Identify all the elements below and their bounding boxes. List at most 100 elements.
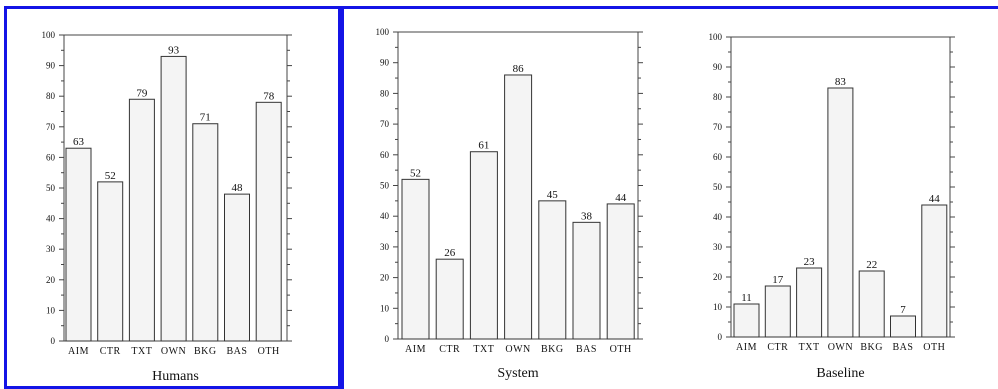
data-label-own: 93 (168, 44, 180, 56)
bar-bas (224, 193, 250, 342)
bar-ctr (764, 285, 791, 338)
bar-aim (65, 147, 92, 342)
data-label-bas: 38 (581, 210, 593, 222)
data-label-bkg: 22 (866, 259, 877, 271)
y-tick-label: 70 (46, 122, 56, 132)
y-tick-label: 80 (713, 92, 723, 102)
data-label-own: 83 (835, 76, 847, 88)
bar-bas (572, 221, 601, 340)
x-tick-label-bkg: BKG (194, 346, 217, 357)
data-label-ctr: 52 (105, 170, 116, 182)
x-tick-label-oth: OTH (923, 342, 945, 353)
y-tick-label: 60 (46, 152, 56, 162)
data-label-oth: 44 (929, 193, 941, 205)
bar-ctr (97, 181, 124, 342)
x-tick-label-bas: BAS (893, 342, 914, 353)
data-label-bkg: 71 (200, 112, 211, 124)
y-tick-label: 70 (380, 119, 390, 129)
y-tick-label: 50 (46, 183, 56, 193)
bar-own (160, 55, 187, 342)
x-tick-label-bas: BAS (227, 346, 248, 357)
y-tick-label: 0 (51, 336, 56, 346)
bar-aim (401, 178, 430, 340)
data-label-bkg: 45 (547, 189, 559, 201)
x-tick-label-ctr: CTR (100, 346, 121, 357)
chart-title: Humans (152, 369, 199, 384)
y-tick-label: 100 (42, 30, 56, 40)
x-tick-label-bas: BAS (576, 344, 597, 355)
y-tick-label: 40 (46, 214, 56, 224)
data-label-aim: 52 (410, 167, 421, 179)
y-tick-label: 40 (713, 212, 723, 222)
y-tick-label: 0 (385, 334, 390, 344)
x-tick-label-bkg: BKG (541, 344, 564, 355)
bar-own (504, 74, 533, 340)
chart-title: System (497, 366, 538, 381)
x-tick-label-txt: TXT (473, 344, 494, 355)
data-label-txt: 23 (804, 256, 816, 268)
data-label-txt: 61 (478, 140, 489, 152)
chart-title: Baseline (816, 366, 864, 381)
y-tick-label: 30 (46, 244, 56, 254)
bar-oth (606, 203, 635, 340)
x-tick-label-oth: OTH (258, 346, 280, 357)
x-tick-label-aim: AIM (405, 344, 426, 355)
bar-bkg (858, 270, 885, 338)
y-tick-label: 100 (376, 27, 390, 37)
x-tick-label-own: OWN (828, 342, 853, 353)
bar-oth (921, 204, 948, 338)
bar-own (827, 87, 854, 338)
y-tick-label: 50 (380, 181, 390, 191)
x-tick-label-own: OWN (505, 344, 530, 355)
bar-bkg (192, 123, 219, 342)
data-label-txt: 79 (136, 87, 148, 99)
data-label-aim: 63 (73, 136, 85, 148)
x-tick-label-ctr: CTR (767, 342, 788, 353)
data-label-bas: 48 (232, 182, 244, 194)
y-tick-label: 0 (718, 332, 723, 342)
y-tick-label: 60 (713, 152, 723, 162)
y-tick-label: 30 (713, 242, 723, 252)
data-label-ctr: 26 (444, 247, 456, 259)
y-tick-label: 10 (380, 303, 390, 313)
data-label-bas: 7 (900, 304, 906, 316)
x-tick-label-bkg: BKG (860, 342, 883, 353)
system-baseline-panel-frame (341, 6, 998, 389)
y-tick-label: 10 (713, 302, 723, 312)
x-tick-label-own: OWN (161, 346, 186, 357)
x-tick-label-txt: TXT (131, 346, 152, 357)
y-tick-label: 30 (380, 242, 390, 252)
data-label-oth: 44 (615, 192, 627, 204)
y-tick-label: 60 (380, 150, 390, 160)
bar-bkg (538, 200, 567, 340)
y-tick-label: 70 (713, 122, 723, 132)
y-tick-label: 80 (46, 91, 56, 101)
y-tick-label: 80 (380, 88, 390, 98)
bar-txt (469, 151, 498, 340)
y-tick-label: 90 (380, 58, 390, 68)
bar-aim (733, 303, 760, 338)
y-tick-label: 20 (46, 275, 56, 285)
data-label-own: 86 (513, 63, 525, 75)
x-tick-label-ctr: CTR (439, 344, 460, 355)
bar-oth (255, 101, 282, 342)
bar-txt (128, 98, 155, 342)
humans-panel-frame (4, 6, 341, 389)
x-tick-label-oth: OTH (610, 344, 632, 355)
y-tick-label: 90 (713, 62, 723, 72)
x-tick-label-txt: TXT (799, 342, 820, 353)
data-label-oth: 78 (263, 90, 275, 102)
y-tick-label: 40 (380, 211, 390, 221)
x-tick-label-aim: AIM (736, 342, 757, 353)
y-tick-label: 10 (46, 305, 56, 315)
y-tick-label: 20 (380, 273, 390, 283)
y-tick-label: 100 (709, 32, 723, 42)
y-tick-label: 90 (46, 61, 56, 71)
y-tick-label: 50 (713, 182, 723, 192)
y-tick-label: 20 (713, 272, 723, 282)
data-label-aim: 11 (741, 292, 752, 304)
bar-bas (890, 315, 916, 338)
